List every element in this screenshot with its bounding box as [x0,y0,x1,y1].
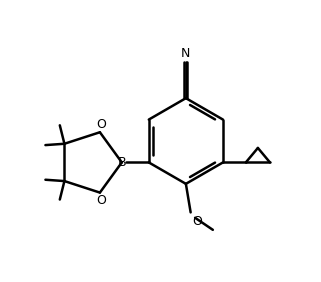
Text: O: O [192,215,202,228]
Text: N: N [181,47,191,60]
Text: B: B [117,156,126,169]
Text: O: O [97,194,107,207]
Text: O: O [97,118,107,131]
